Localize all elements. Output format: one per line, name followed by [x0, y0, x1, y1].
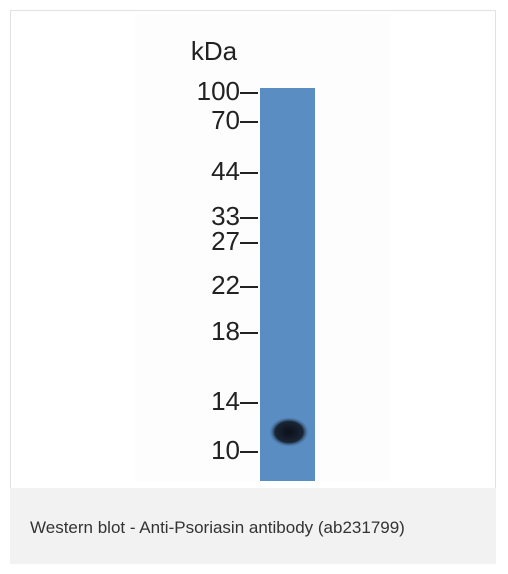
- unit-label: kDa: [191, 36, 238, 66]
- lane: [260, 88, 315, 481]
- marker-label: 18: [211, 316, 240, 346]
- marker-label: 100: [197, 76, 240, 106]
- marker-label: 33: [211, 201, 240, 231]
- marker-label: 10: [211, 435, 240, 465]
- marker-label: 27: [211, 226, 240, 256]
- marker-label: 44: [211, 156, 240, 186]
- caption: Western blot - Anti-Psoriasin antibody (…: [30, 518, 405, 537]
- marker-label: 70: [211, 105, 240, 135]
- marker-label: 14: [211, 386, 240, 416]
- caption-box: Western blot - Anti-Psoriasin antibody (…: [10, 488, 496, 564]
- band: [269, 417, 309, 447]
- marker-label: 22: [211, 270, 240, 300]
